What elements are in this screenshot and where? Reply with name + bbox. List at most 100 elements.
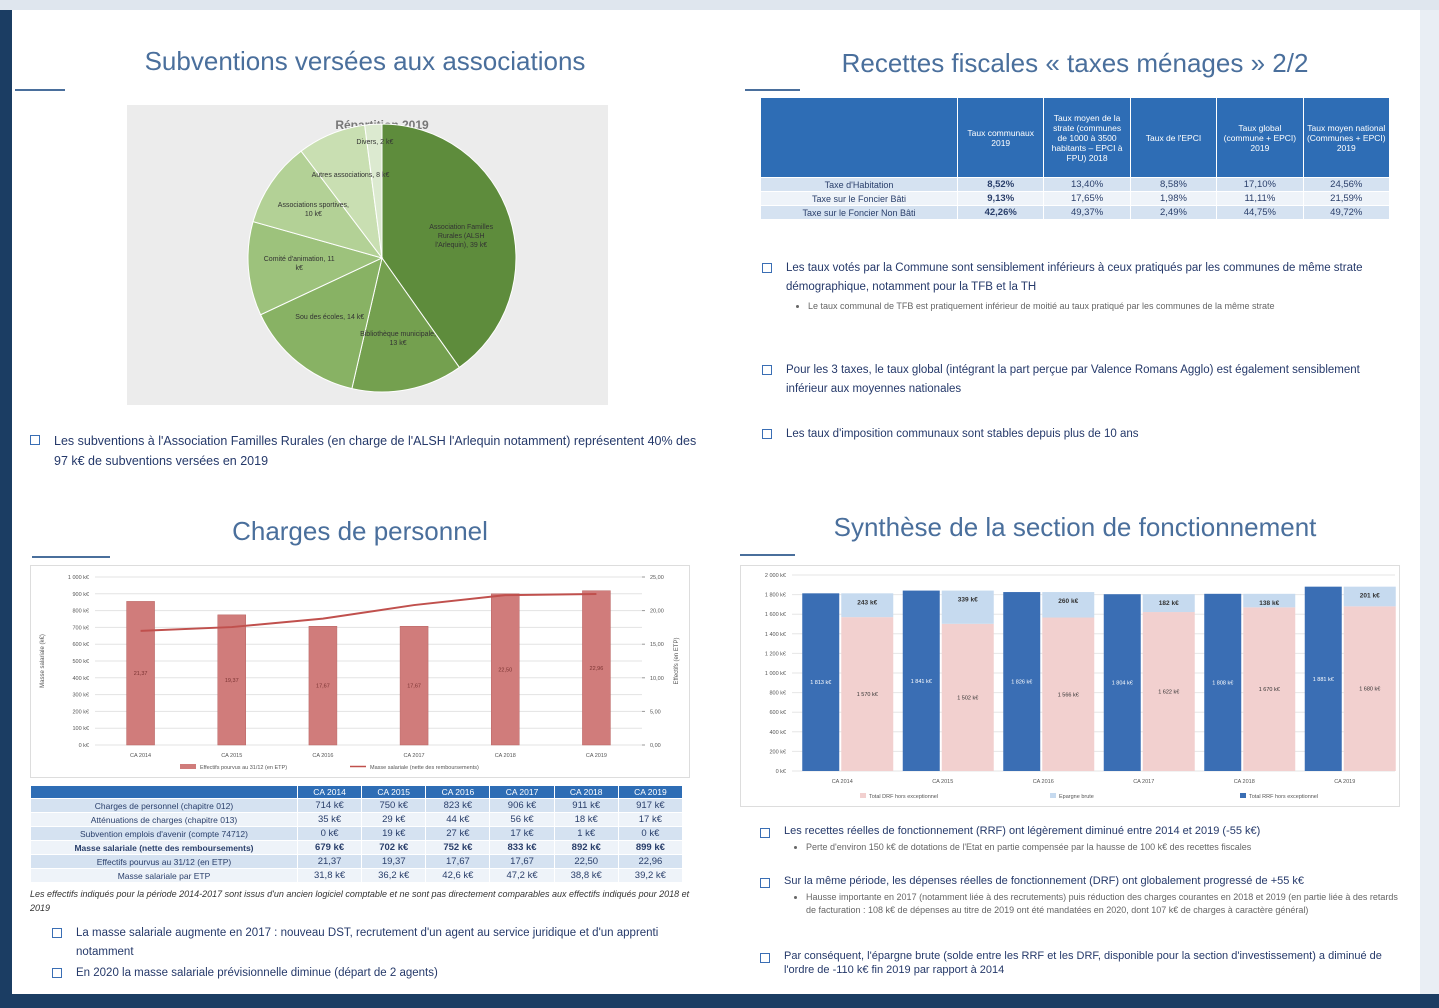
table-cell: 0 k€ (296, 826, 363, 841)
bar-segment (1204, 593, 1242, 771)
table-cell: 42,26% (956, 205, 1045, 220)
bar-segment (1243, 593, 1296, 608)
table-cell: 9,13% (956, 191, 1045, 206)
pie-slice (364, 123, 383, 259)
table-cell: 49,72% (1302, 205, 1391, 220)
row-label: Taxe d'Habitation (760, 177, 958, 192)
x-tick-label: CA 2016 (1033, 779, 1054, 785)
bar (491, 593, 520, 746)
header-cell: Taux de l'EPCI (1129, 97, 1218, 178)
bullet: Les taux d'imposition communaux sont sta… (760, 425, 1380, 444)
table-cell: 44 k€ (425, 812, 491, 827)
row-label: Subvention emplois d'avenir (compte 7471… (30, 826, 298, 841)
y-tick-label: 2 000 k€ (765, 573, 786, 579)
bullet-box (760, 828, 770, 838)
bar (126, 601, 155, 746)
table-cell: 17 k€ (489, 826, 555, 841)
accent-line (32, 556, 110, 558)
accent-line (15, 89, 65, 91)
personnel-chart: 0 k€ 100 k€ 200 k€ 300 k€ 400 k€ 500 k€ 600 k€… (30, 565, 690, 778)
row-label: Taxe sur le Foncier Bâti (760, 191, 958, 206)
table-cell: 24,56% (1302, 177, 1391, 192)
table-cell: 1,98% (1129, 191, 1218, 206)
header-row: Taux communaux 2019 Taux moyen de la stra… (760, 97, 1391, 178)
legend-swatch (1240, 793, 1246, 798)
table-cell: 679 k€ (296, 840, 363, 855)
slide-title: Recettes fiscales « taxes ménages » 2/2 (841, 48, 1309, 78)
bullet-box (762, 429, 772, 439)
bar-segment (1343, 606, 1396, 771)
bar (308, 626, 338, 746)
x-tick-label: CA 2016 (312, 753, 333, 759)
top-strip (0, 0, 1439, 10)
table-row: Taxe d'Habitation 8,52% 13,40% 8,58% 17,10% 2… (760, 177, 1391, 192)
bar-value-label: 21,37 (134, 671, 148, 677)
bar-value-label: 22,96 (590, 666, 604, 672)
data-table: CA 2014 CA 2015 CA 2016 CA 2017 CA 2018 CA 20… (30, 785, 684, 883)
table-cell: 8,52% (956, 177, 1045, 192)
y2-axis-title: Effectifs (en ETP) (674, 638, 680, 685)
table-cell: 8,58% (1129, 177, 1218, 192)
header-cell: CA 2015 (361, 785, 427, 799)
table-cell: 750 k€ (361, 798, 427, 813)
row-label: Charges de personnel (chapitre 012) (30, 798, 298, 813)
slice-label: Association Familles Rurales (ALSH l'Arl… (429, 223, 494, 249)
table-cell: 19 k€ (361, 826, 427, 841)
bar-segment (1042, 592, 1095, 618)
bar (582, 590, 611, 746)
bar-segment (841, 617, 894, 771)
slide-title: Synthèse de la section de fonctionnement (833, 512, 1317, 542)
bar-segment (1304, 586, 1342, 771)
table-cell: 27 k€ (425, 826, 491, 841)
y-tick-label: 300 k€ (72, 693, 89, 699)
table-cell: 752 k€ (425, 840, 491, 855)
table-row: Taxe sur le Foncier Non Bâti 42,26% 49,37%… (760, 205, 1391, 220)
legend-label: Epargne brute (1059, 794, 1094, 800)
y2-tick-label: 5,00 (650, 709, 661, 715)
table-cell: 899 k€ (617, 840, 684, 855)
segment-value-label: 1 804 k€ (1112, 681, 1133, 687)
pie-chart: Répartition 2019 (127, 105, 608, 405)
slice-label: Sou des écoles, 14 k€ (295, 313, 365, 321)
x-tick-label: CA 2018 (1234, 779, 1255, 785)
legend-label: Total RRF hors exceptionnel (1249, 794, 1318, 800)
segment-value-label: 260 k€ (1058, 598, 1078, 605)
y-tick-label: 0 k€ (79, 743, 89, 749)
bullet: Sur la même période, les dépenses réelle… (758, 874, 1403, 917)
table-row: Atténuations de charges (chapitre 013) 35… (30, 812, 684, 827)
segment-value-label: 138 k€ (1259, 600, 1279, 607)
line-series (140, 592, 597, 632)
pie-slice (381, 123, 517, 369)
x-tick-label: CA 2019 (586, 753, 607, 759)
header-row: CA 2014 CA 2015 CA 2016 CA 2017 CA 2018 CA 20… (30, 785, 684, 799)
y-tick-label: 200 k€ (72, 709, 89, 715)
y-tick-label: 1 400 k€ (765, 632, 786, 638)
table-cell: 36,2 k€ (361, 868, 427, 883)
table-cell: 31,8 k€ (296, 868, 363, 883)
x-tick-label: CA 2014 (130, 753, 151, 759)
bar-value-label: 17,67 (316, 684, 330, 690)
segment-value-label: 1 808 k€ (1212, 680, 1233, 686)
slice-label: Comité d'animation, 11 k€ (263, 255, 335, 272)
slice-label: Bibliothèque municipale, 13 k€ (360, 330, 436, 347)
x-tick-label: CA 2018 (495, 753, 516, 759)
header-cell: CA 2014 (296, 785, 363, 799)
x-tick-label: CA 2019 (1334, 779, 1355, 785)
bullet-text: Les subventions à l'Association Familles… (54, 434, 697, 468)
header-cell (30, 785, 298, 799)
y-axis-title: Masse salariale (k€) (40, 634, 46, 688)
segment-value-label: 339 k€ (958, 597, 978, 604)
sub-bullet: Le taux communal de TFB est pratiquement… (786, 300, 1380, 313)
y-tick-label: 1 800 k€ (765, 593, 786, 599)
table-cell: 17,67 (489, 854, 555, 869)
sub-bullet: Perte d'environ 150 k€ de dotations de l… (784, 841, 1403, 854)
table-row: Taxe sur le Foncier Bâti 9,13% 17,65% 1,98%… (760, 191, 1391, 206)
header-cell: Taux global (commune + EPCI) 2019 (1216, 97, 1304, 178)
table-cell: 17,67 (425, 854, 491, 869)
legend-label: Masse salariale (nette des remboursement… (370, 765, 479, 771)
table-cell: 44,75% (1216, 205, 1304, 220)
y-tick-label: 200 k€ (769, 749, 786, 755)
table-cell: 702 k€ (361, 840, 427, 855)
bullet: Pour les 3 taxes, le taux global (intégr… (760, 361, 1380, 399)
pie-slice (252, 150, 384, 259)
